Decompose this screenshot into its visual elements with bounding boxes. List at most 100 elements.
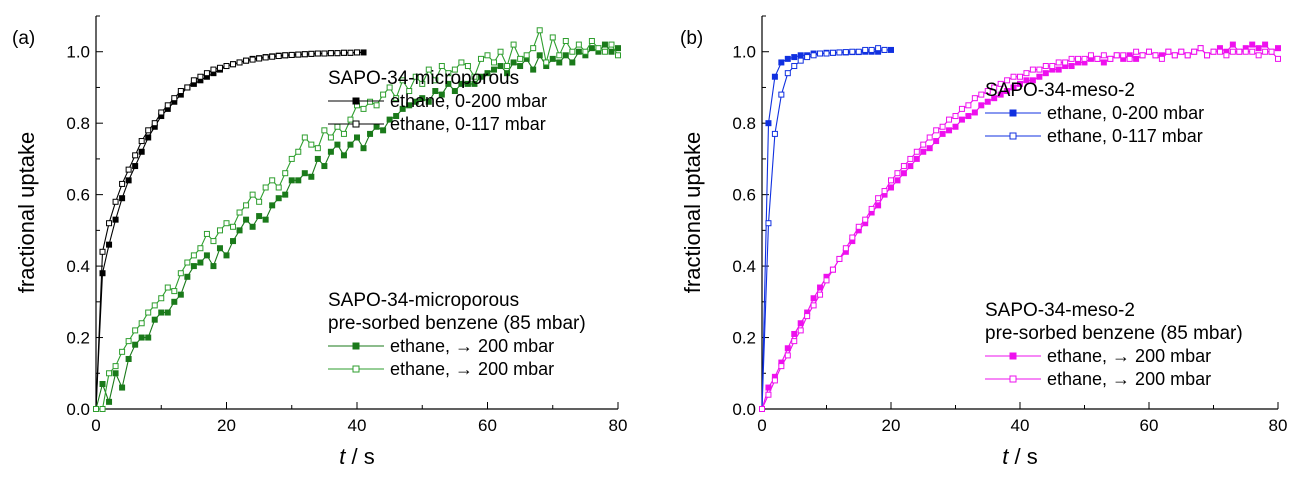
panel-label: (b) [680, 28, 703, 49]
data-point [1087, 52, 1094, 59]
data-point [549, 55, 556, 62]
data-point [562, 52, 569, 59]
data-point [1042, 70, 1049, 77]
data-point [151, 316, 158, 323]
data-point [556, 59, 563, 66]
data-point [438, 63, 445, 70]
legend-marker [1009, 109, 1017, 117]
data-point [1197, 45, 1204, 52]
data-point [308, 141, 315, 148]
data-point [1152, 52, 1159, 59]
data-point [112, 370, 119, 377]
legend-entry: ethane, → 200 mbar [390, 359, 554, 379]
data-point [210, 263, 217, 270]
legend-marker [352, 365, 360, 373]
data-point [608, 48, 615, 55]
data-point [223, 252, 230, 259]
data-point [249, 56, 256, 63]
data-point [1010, 84, 1017, 91]
data-point [380, 91, 387, 98]
y-tick-label: 0.2 [66, 329, 90, 348]
data-point [888, 184, 894, 191]
data-point [216, 227, 223, 234]
data-point [588, 45, 595, 52]
data-point [765, 120, 772, 127]
data-point [177, 270, 184, 277]
data-point [1255, 45, 1262, 52]
x-tick-label: 20 [217, 416, 236, 435]
x-axis-label-unit: / s [345, 444, 374, 469]
x-axis-label-symbol: t [1002, 444, 1009, 469]
data-point [881, 46, 888, 53]
data-point [855, 48, 862, 55]
data-point [314, 155, 321, 162]
data-point [601, 48, 608, 55]
data-point [1171, 52, 1178, 59]
data-point [1010, 73, 1017, 80]
data-point [216, 64, 223, 71]
data-point [933, 127, 940, 134]
data-point [190, 263, 197, 270]
data-point [295, 148, 302, 155]
data-point [112, 363, 119, 370]
data-point [569, 59, 576, 66]
data-point [275, 53, 282, 60]
series-line [761, 49, 891, 410]
data-point [236, 59, 243, 66]
data-point [177, 291, 184, 298]
data-point [99, 406, 106, 412]
data-point [145, 309, 152, 316]
data-point [119, 348, 126, 355]
data-point [1004, 77, 1011, 84]
data-point [112, 216, 119, 223]
data-point [262, 216, 269, 223]
data-point [138, 148, 145, 155]
data-point [784, 352, 791, 359]
data-point [920, 141, 927, 148]
legend-entry: ethane, 0-117 mbar [1047, 126, 1203, 146]
data-point [765, 384, 772, 391]
data-point [900, 170, 907, 177]
data-point [203, 252, 210, 259]
data-point [1023, 77, 1030, 84]
data-point [615, 52, 621, 59]
data-point [119, 384, 126, 391]
data-point [119, 195, 126, 202]
x-tick-label: 20 [882, 416, 901, 435]
data-point [203, 70, 210, 77]
data-point [497, 48, 504, 55]
data-point [997, 80, 1004, 87]
data-point [171, 298, 178, 305]
data-point [314, 50, 321, 57]
data-point [1004, 88, 1011, 95]
data-point [601, 41, 608, 48]
data-point [177, 88, 184, 95]
data-point [978, 102, 985, 109]
data-point [1204, 52, 1211, 59]
data-point [451, 66, 458, 73]
x-tick-label: 60 [478, 416, 497, 435]
data-point [562, 38, 569, 45]
data-point [367, 130, 374, 137]
data-point [132, 152, 139, 159]
data-point [93, 406, 99, 412]
data-point [791, 63, 798, 70]
data-point [1133, 55, 1140, 62]
data-point [1029, 66, 1036, 73]
data-point [1229, 41, 1236, 48]
data-point [99, 248, 106, 255]
data-point [210, 66, 217, 73]
data-point [997, 91, 1004, 98]
series-2 [93, 41, 621, 412]
data-point [412, 73, 419, 80]
data-point [946, 116, 953, 123]
data-point [158, 295, 165, 302]
data-point [99, 270, 106, 277]
data-point [132, 327, 139, 334]
data-point [771, 377, 778, 384]
data-point [347, 49, 354, 56]
y-tick-label: 0.2 [732, 329, 756, 348]
